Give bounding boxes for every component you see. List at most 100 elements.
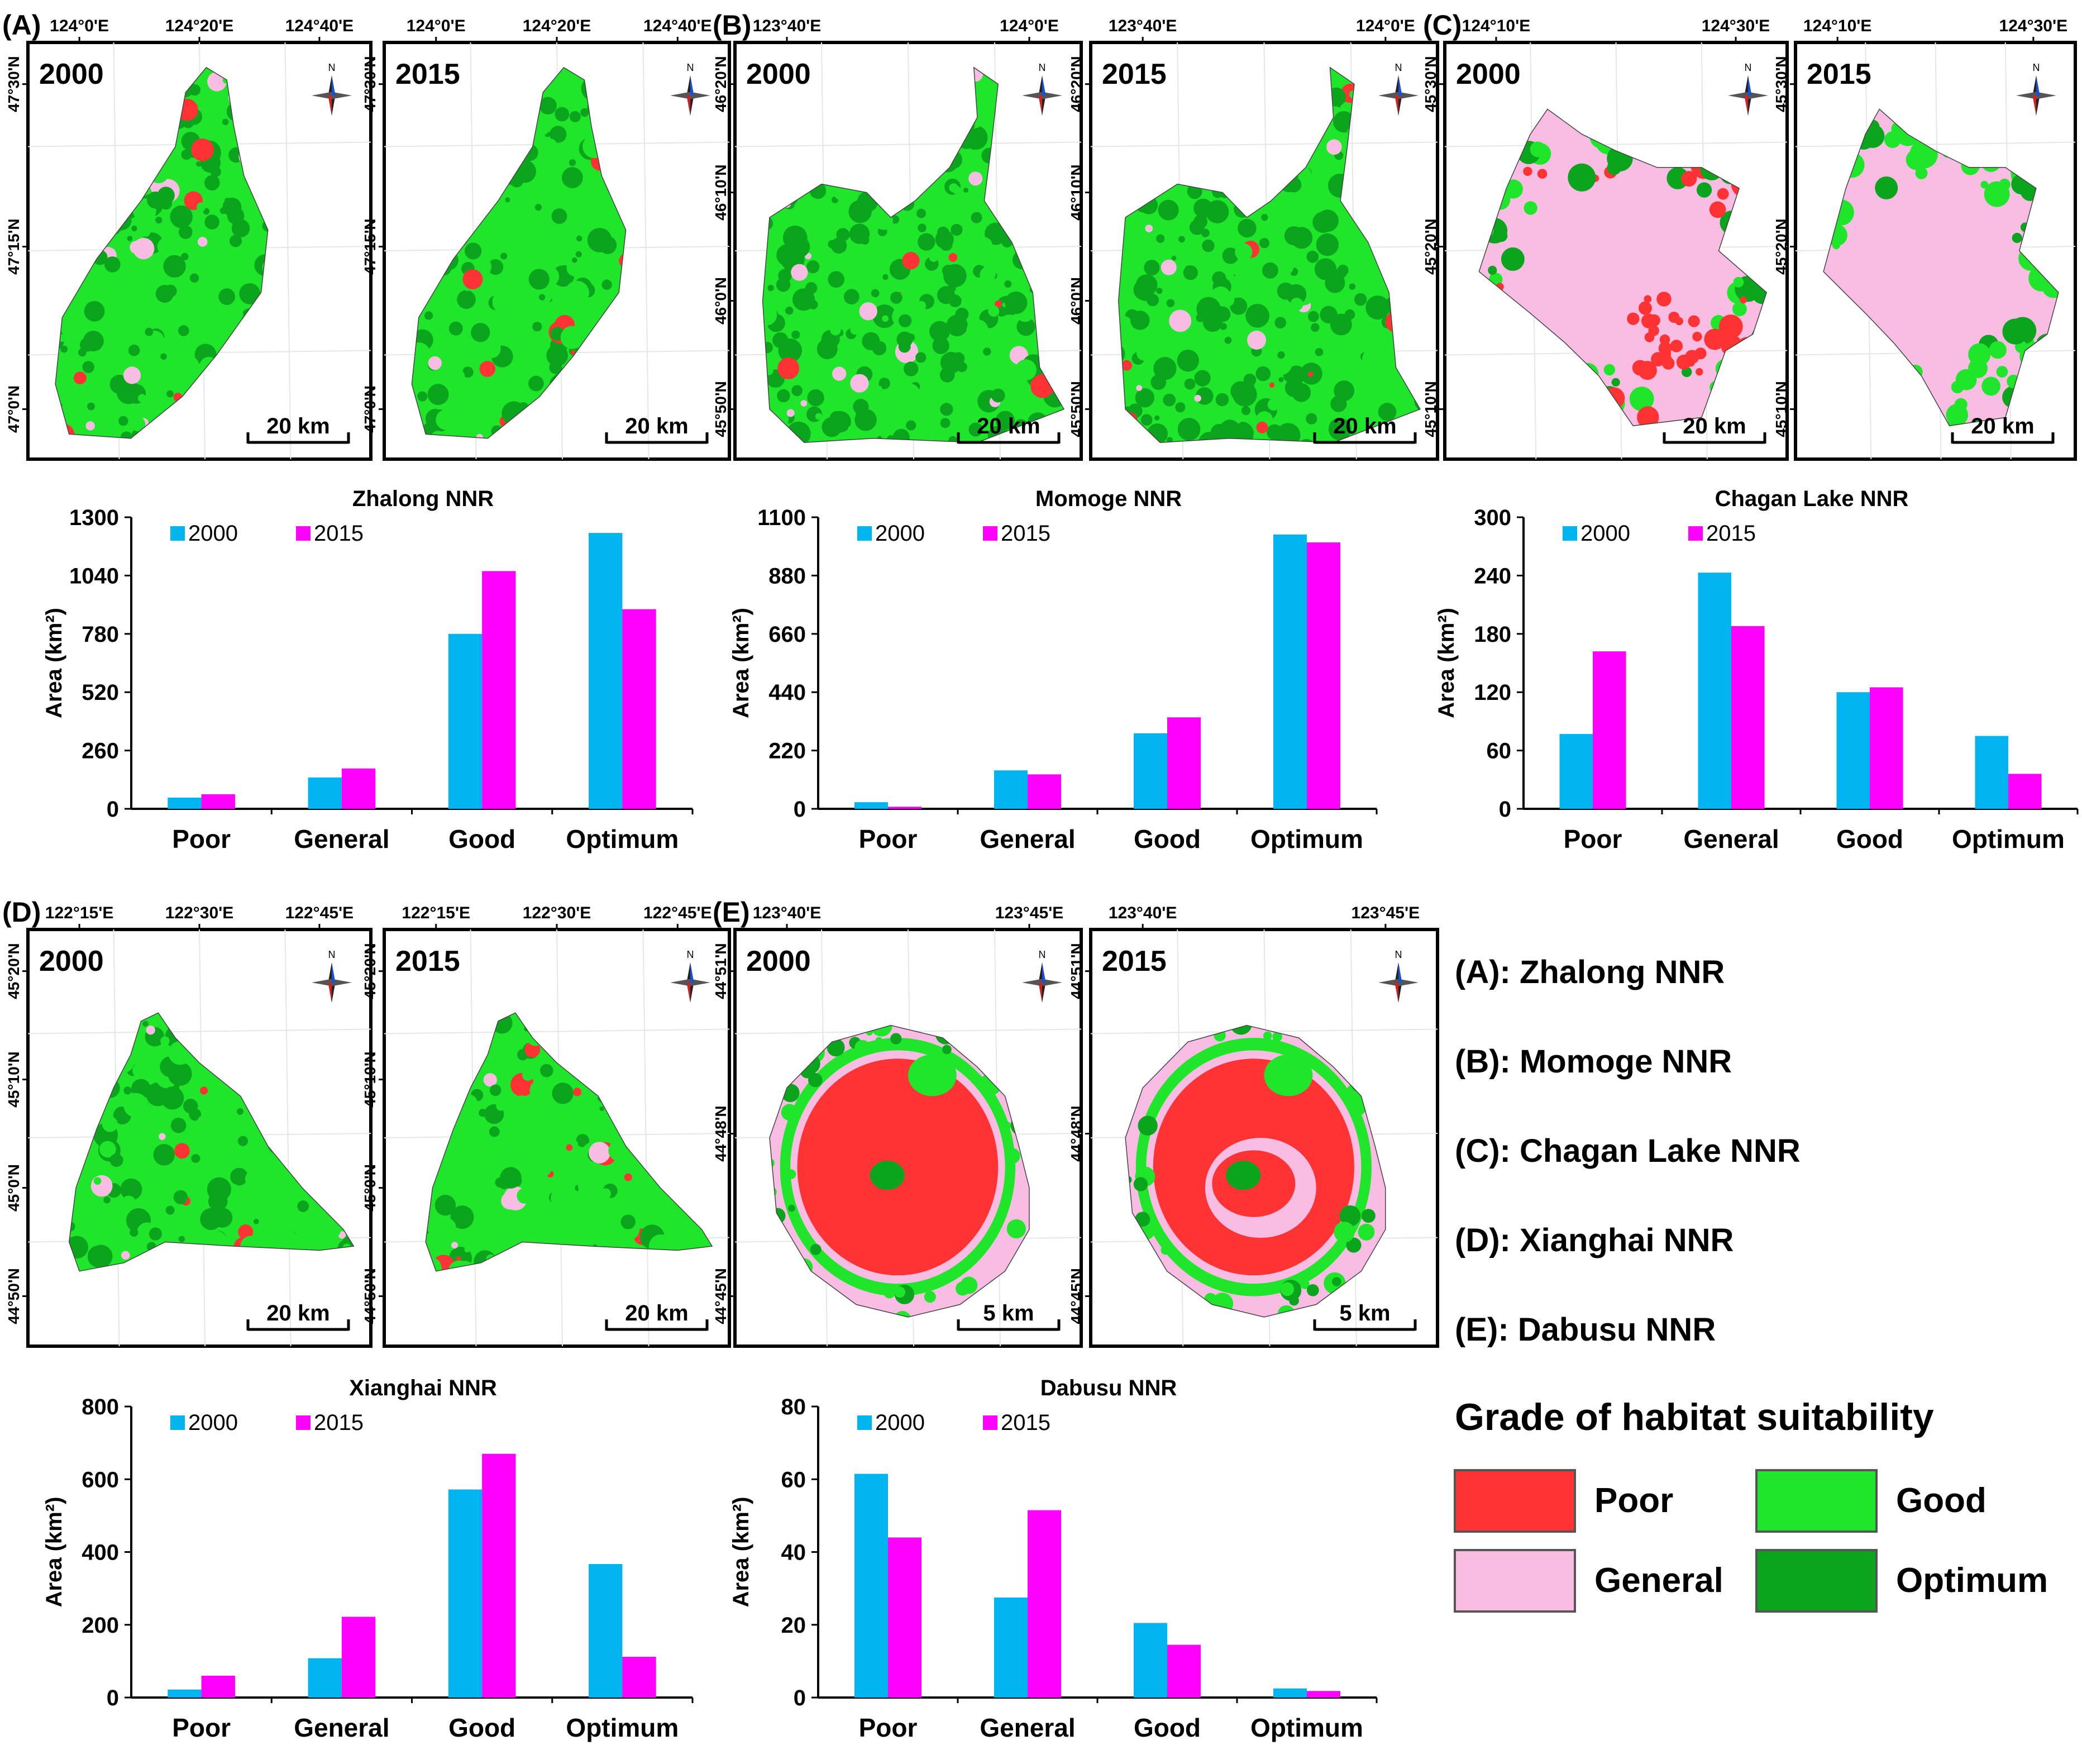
habitat-patch xyxy=(1980,180,1989,189)
region-outline xyxy=(1118,66,1421,443)
habitat-patch xyxy=(1307,371,1314,377)
habitat-patch xyxy=(1247,330,1266,350)
habitat-patch xyxy=(1154,415,1160,421)
habitat-patch xyxy=(557,258,565,266)
habitat-patch xyxy=(239,283,261,304)
habitat-patch xyxy=(191,1153,200,1163)
bar-2000-poor xyxy=(854,1474,888,1698)
habitat-patch xyxy=(848,199,872,223)
compass-south-tip xyxy=(1395,96,1398,116)
habitat-edge-patch xyxy=(781,1104,798,1121)
habitat-patch xyxy=(1709,201,1726,218)
x-tick-label: Optimum xyxy=(566,1713,679,1742)
compass-south-tip xyxy=(2032,96,2036,116)
habitat-patch xyxy=(207,1177,231,1202)
habitat-patch xyxy=(528,269,550,290)
habitat-patch xyxy=(146,1026,155,1035)
habitat-patch xyxy=(87,383,102,399)
habitat-edge-patch xyxy=(810,1243,822,1255)
habitat-patch xyxy=(118,416,128,426)
habitat-patch xyxy=(906,420,916,431)
habitat-patch xyxy=(1135,388,1155,408)
habitat-patch xyxy=(210,166,221,177)
habitat-patch xyxy=(128,344,140,356)
habitat-patch xyxy=(1378,403,1397,421)
habitat-patch xyxy=(1238,218,1257,238)
lat-tick-label: 47°15'N xyxy=(5,218,22,274)
habitat-patch xyxy=(522,1069,534,1081)
y-tick-label: 1040 xyxy=(69,564,119,588)
habitat-patch xyxy=(1704,328,1726,350)
bar-chart-2: Momoge NNR 0 220 440 660 880 1100 Area (km²) Poo… xyxy=(729,487,1378,854)
lon-tick-label: 124°40'E xyxy=(285,17,354,35)
habitat-patch xyxy=(518,193,533,208)
lat-tick-label: 45°10'N xyxy=(5,1051,22,1107)
habitat-patch xyxy=(197,202,206,212)
x-tick-label: Good xyxy=(448,1713,515,1742)
habitat-patch xyxy=(1286,284,1307,305)
habitat-patch xyxy=(882,274,889,280)
habitat-patch xyxy=(1306,250,1319,263)
habitat-patch xyxy=(892,372,908,387)
habitat-patch xyxy=(189,84,201,96)
habitat-patch xyxy=(916,301,927,311)
habitat-patch xyxy=(1330,395,1347,412)
habitat-patch xyxy=(428,356,442,370)
habitat-patch xyxy=(899,383,920,405)
habitat-patch xyxy=(1193,198,1213,218)
legend-label-2015: 2015 xyxy=(314,1410,364,1435)
lat-tick-label: 45°30'N xyxy=(1773,56,1790,112)
y-tick-label: 180 xyxy=(1474,622,1511,647)
habitat-patch xyxy=(874,211,893,230)
lon-tick-label: 124°0'E xyxy=(1356,17,1415,35)
habitat-patch xyxy=(1314,258,1337,280)
lat-tick-label: 44°48'N xyxy=(1068,1105,1085,1161)
habitat-patch xyxy=(948,252,958,262)
habitat-patch xyxy=(946,314,968,337)
region-outline xyxy=(411,66,627,439)
habitat-patch xyxy=(940,403,953,416)
habitat-patch xyxy=(141,228,150,237)
habitat-patch xyxy=(969,197,986,214)
habitat-patch xyxy=(1362,347,1384,370)
habitat-patch xyxy=(240,197,249,206)
habitat-patch xyxy=(109,1153,123,1167)
habitat-patch xyxy=(528,375,544,392)
bar-2015-general xyxy=(1028,1510,1061,1698)
habitat-patch xyxy=(1145,225,1153,232)
scale-bar-label: 20 km xyxy=(1333,414,1396,438)
habitat-patch xyxy=(569,159,576,166)
habitat-edge-patch xyxy=(1138,1115,1158,1136)
habitat-patch xyxy=(1140,414,1153,426)
legend-swatch-2015 xyxy=(983,526,997,541)
habitat-patch xyxy=(800,400,808,407)
habitat-patch xyxy=(1231,257,1252,278)
map-d-2015: 2015 N 20 km 122°15'E 122°30'E 122°45'E 45°20'… xyxy=(361,904,731,1348)
habitat-patch xyxy=(505,197,510,203)
habitat-patch xyxy=(1004,280,1012,288)
habitat-patch xyxy=(539,1064,553,1078)
habitat-patch xyxy=(828,271,845,288)
habitat-patch xyxy=(70,394,95,419)
habitat-edge-patch xyxy=(1230,1025,1252,1035)
habitat-patch xyxy=(1328,417,1352,441)
habitat-patch xyxy=(551,208,567,224)
x-tick-label: Poor xyxy=(172,824,231,854)
y-tick-label: 0 xyxy=(107,797,119,822)
compass-north-label: N xyxy=(1395,949,1402,960)
habitat-patch xyxy=(549,361,562,374)
bar-2015-general xyxy=(1028,774,1061,809)
legend-swatch-2000 xyxy=(857,1415,872,1430)
habitat-patch xyxy=(452,277,458,283)
compass-north-tip xyxy=(1042,962,1046,983)
habitat-patch xyxy=(517,1188,533,1204)
habitat-patch xyxy=(103,1196,111,1204)
habitat-patch xyxy=(253,1218,259,1224)
habitat-edge-patch xyxy=(942,1045,952,1055)
nnr-legend: (A): Zhalong NNR (B): Momoge NNR (C): Chag… xyxy=(1454,954,2048,1613)
chart-title: Chagan Lake NNR xyxy=(1715,487,1909,511)
habitat-patch xyxy=(1349,283,1356,290)
x-tick-label: Good xyxy=(1836,824,1903,854)
habitat-patch xyxy=(804,205,818,218)
y-tick-label: 1100 xyxy=(757,506,806,530)
